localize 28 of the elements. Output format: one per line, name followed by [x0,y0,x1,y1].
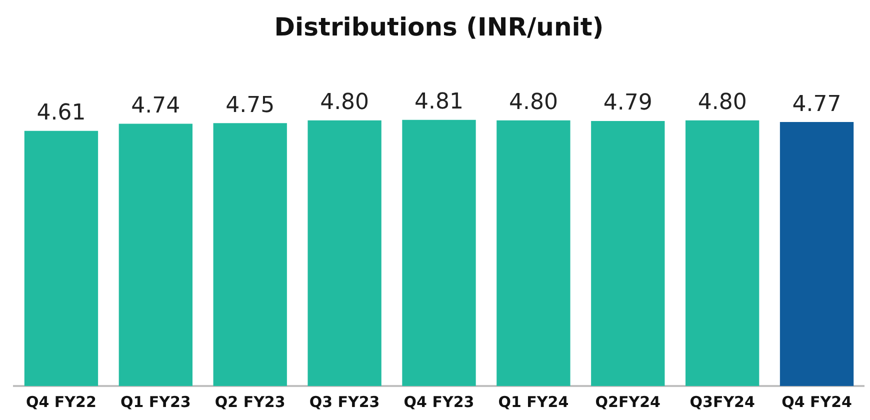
x-tick-label: Q4 FY24 [782,392,852,411]
x-tick-label: Q2 FY23 [214,392,286,411]
x-tick-label: Q1 FY23 [120,392,191,411]
bar [118,124,192,386]
bar [402,120,476,386]
data-label: 4.77 [792,92,842,117]
bar [686,120,760,386]
data-label: 4.80 [320,90,370,116]
x-tick-label: Q2FY24 [595,392,660,411]
data-label: 4.81 [414,90,464,115]
bar [496,120,570,386]
data-label: 4.75 [226,92,275,118]
data-label: 4.79 [603,90,652,116]
bar [780,122,854,386]
chart-title: Distributions (INR/unit) [274,12,604,42]
x-tick-label: Q4 FY22 [26,392,96,411]
data-label: 4.61 [36,100,86,126]
data-label: 4.80 [508,90,558,116]
bar [591,120,665,386]
x-tick-label: Q3 FY23 [309,392,380,411]
data-label: 4.74 [131,93,180,118]
data-label: 4.80 [698,90,747,116]
bar [308,120,382,386]
bar [213,123,287,386]
bar [24,130,98,386]
x-tick-label: Q3FY24 [690,392,755,411]
x-tick-label: Q1 FY24 [498,392,569,411]
x-tick-label: Q4 FY23 [404,392,474,411]
